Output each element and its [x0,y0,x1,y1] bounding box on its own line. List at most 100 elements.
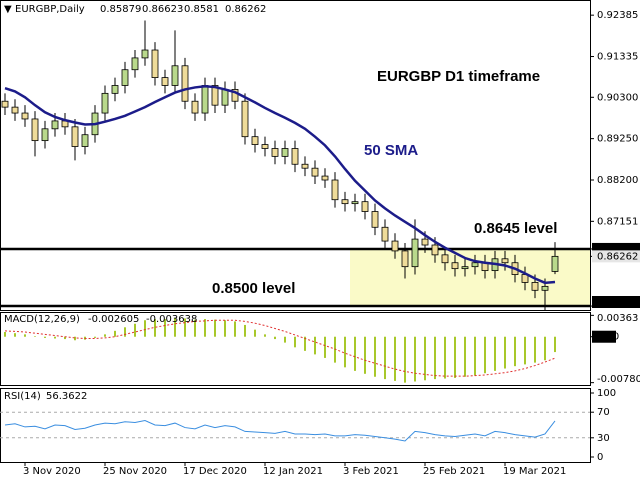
rsi-title: RSI(14) [4,391,41,402]
macd-bar [174,317,176,337]
macd-bar [434,336,436,380]
candle-body [371,211,379,228]
y-tick-label: 0.92385 [597,10,638,21]
candle-body [41,128,49,142]
candle-body [381,226,389,242]
macd-bar [534,336,536,363]
macd-bar [554,336,556,353]
candle-body [151,49,159,78]
candle-body [251,136,259,145]
macd-bar [314,336,316,355]
x-tick-label: 17 Dec 2020 [183,466,247,477]
macd-bar [474,336,476,376]
macd-bar [384,336,386,380]
macd-bar [54,336,56,339]
candle-body [261,144,269,149]
x-tick-label: 25 Nov 2020 [103,466,167,477]
candle-body [111,85,119,94]
macd-bar [184,318,186,337]
candle-body [341,199,349,205]
candle-body [291,148,299,165]
candle-body [141,49,149,59]
macd-bar [484,336,486,374]
candle-body [281,148,289,157]
y-tick-label: 0.00363 [597,313,638,324]
candle-body [551,255,559,272]
rsi-line [4,419,556,442]
macd-bar [374,336,376,377]
macd-bar [524,336,526,365]
candle-body [471,262,479,268]
candle-body [311,167,319,177]
macd-bar [284,336,286,343]
x-tick-label: 19 Mar 2021 [503,466,566,477]
level-label: 0.8500 level [212,280,295,297]
ohlc-high: 0.86623 [142,4,183,15]
signal-value: -0.003638 [146,314,197,325]
macd-bar [24,334,26,337]
macd-bar [214,319,216,337]
symbol: EURGBP,Daily [15,4,85,15]
macd-bar [394,336,396,381]
candle-body [391,240,399,252]
macd-bar [514,336,516,367]
candle-body [121,69,129,86]
candle-body [301,163,309,169]
x-tick-label: 25 Feb 2021 [423,466,485,477]
macd-bar [254,329,256,337]
macd-bar [504,336,506,369]
rsi-value: 56.3622 [46,391,87,402]
macd-bar [494,336,496,371]
macd-bar [94,336,96,338]
macd-bar [154,319,156,337]
candle-body [211,85,219,106]
sma-label: 50 SMA [364,142,418,159]
candle-body [401,250,409,268]
macd-bar [104,334,106,337]
macd-bar [354,336,356,371]
text-layer: ▼ EURGBP,Daily 0.85879 0.86623 0.8581 0.… [4,4,640,477]
panel-frame [0,388,591,463]
macd-bar [34,336,36,337]
y-tick-label: 0.87151 [597,216,638,227]
candle-body [361,201,369,212]
macd-bar [224,320,226,337]
macd-bar [364,336,366,374]
candle-body [321,175,329,181]
sma-line [4,85,556,285]
candle-body [241,100,249,138]
macd-bar [324,336,326,358]
candle-body [541,285,549,291]
macd-bar [64,336,66,340]
y-tick-label: 0.00 [597,332,619,343]
ohlc-low: 0.8581 [184,4,219,15]
candle-body [421,238,429,246]
candle-body [51,120,59,130]
macd-bar [124,327,126,337]
macd-bar [544,336,546,361]
macd-bar [234,321,236,337]
tick-badge [592,250,640,263]
chart-title: EURGBP D1 timeframe [377,68,540,85]
candle-body [271,148,279,157]
candle-body [431,244,439,256]
collapse-arrow: ▼ [4,4,12,15]
macd-bar [344,336,346,368]
candle-body [101,92,109,114]
candle-body [81,134,89,147]
macd-bar [114,330,116,337]
y-tick-label: 0.85000 [597,297,638,308]
candle-body [71,126,79,147]
macd-bar [304,336,306,351]
candle-body [161,77,169,86]
ohlc-close: 0.86262 [225,4,266,15]
candle-body [501,258,509,264]
candle-body [131,57,139,71]
y-tick-label: 0.90300 [597,92,638,103]
candle-body [171,65,179,86]
y-tick-label: 0.89250 [597,134,638,145]
y-tick-label: 0.91335 [597,52,638,63]
macd-bar [464,336,466,377]
candle-body [1,100,9,108]
